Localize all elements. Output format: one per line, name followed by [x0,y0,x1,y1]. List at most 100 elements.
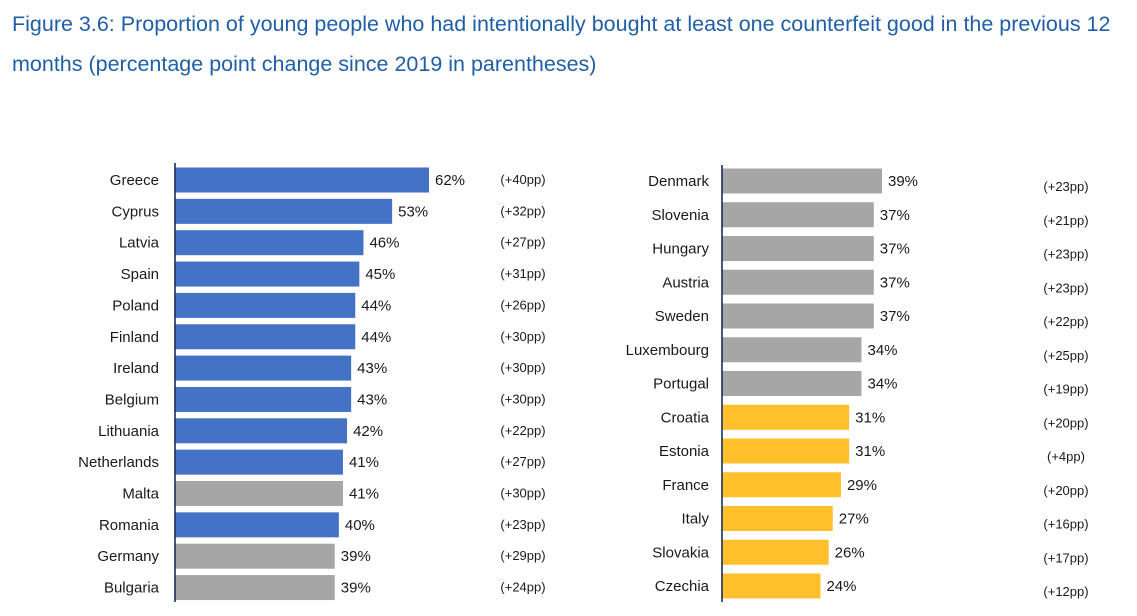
change-label: (+30pp) [500,391,545,406]
data-label: 34% [867,342,897,359]
data-label: 31% [855,443,885,460]
bar [175,481,343,506]
data-label: 41% [349,486,379,503]
change-label: (+19pp) [1043,382,1088,397]
data-label: 37% [880,274,910,291]
category-label: Romania [99,517,160,534]
data-label: 37% [880,308,910,325]
data-label: 62% [435,172,465,189]
bar [722,371,862,396]
category-label: Estonia [659,443,710,460]
bar [175,449,343,475]
change-label: (+40pp) [500,172,545,187]
bar [722,236,874,261]
category-label: Bulgaria [104,580,160,597]
bar [722,168,882,194]
data-label: 40% [345,517,375,534]
bar [175,543,335,569]
bar [175,230,364,256]
category-label: Cyprus [111,203,159,220]
bar [175,386,352,412]
bar [175,167,429,193]
category-label: Czechia [655,578,710,595]
change-label: (+20pp) [1043,483,1088,498]
bar [722,303,874,329]
category-label: Germany [97,548,159,565]
change-label: (+12pp) [1043,584,1088,599]
data-label: 45% [365,266,395,283]
change-label: (+23pp) [500,517,545,532]
bar [175,198,393,224]
change-label: (+30pp) [500,329,545,344]
data-label: 43% [357,391,387,408]
change-label: (+23pp) [1043,247,1088,262]
change-label: (+23pp) [1043,280,1088,295]
category-label: Belgium [105,391,159,408]
change-label: (+24pp) [500,580,545,595]
data-label: 39% [341,548,371,565]
change-label: (+21pp) [1043,213,1088,228]
change-label: (+32pp) [500,203,545,218]
data-label: 24% [826,578,856,595]
change-label: (+31pp) [500,266,545,281]
change-label: (+22pp) [500,423,545,438]
change-label: (+26pp) [500,297,545,312]
data-label: 53% [398,203,428,220]
bar [722,539,829,565]
change-label: (+25pp) [1043,348,1088,363]
change-label: (+30pp) [500,486,545,501]
data-label: 37% [880,241,910,258]
bar [722,506,833,531]
category-label: Latvia [119,235,160,252]
bar [175,292,356,318]
bar [722,202,874,228]
bar [175,261,360,287]
category-label: Spain [121,266,159,283]
data-label: 39% [888,173,918,190]
bar [175,575,335,601]
bar [722,438,850,464]
data-label: 39% [341,580,371,597]
bar [722,404,850,430]
change-label: (+4pp) [1047,449,1085,464]
figure-title: Figure 3.6: Proportion of young people w… [12,12,1111,76]
bar [722,269,874,295]
category-label: Netherlands [78,454,159,471]
category-label: Lithuania [98,423,160,440]
chart-panel-1: Greece 62% (+40pp) Cyprus 53% (+32pp) Latvia 46… [78,163,546,602]
category-label: Slovakia [652,544,709,561]
bar [175,355,352,381]
change-label: (+16pp) [1043,517,1088,532]
category-label: Italy [681,511,709,528]
category-label: Sweden [655,308,709,325]
category-label: Denmark [648,173,709,190]
data-label: 27% [839,511,869,528]
bar [175,324,356,350]
bar [175,418,348,444]
data-label: 44% [361,297,391,314]
data-label: 41% [349,454,379,471]
category-label: Croatia [661,409,710,426]
chart-panel-2: Denmark 39% (+23pp) Slovenia 37% (+21pp) Hunga… [626,165,1089,602]
category-label: Greece [110,172,159,189]
category-label: Hungary [652,241,709,258]
data-label: 46% [369,235,399,252]
change-label: (+23pp) [1043,179,1088,194]
category-label: Luxembourg [626,342,709,359]
change-label: (+22pp) [1043,314,1088,329]
change-label: (+17pp) [1043,550,1088,565]
change-label: (+30pp) [500,360,545,375]
category-label: Poland [112,297,159,314]
data-label: 37% [880,207,910,224]
category-label: Malta [122,486,159,503]
category-label: Slovenia [651,207,709,224]
data-label: 43% [357,360,387,377]
data-label: 26% [835,544,865,561]
category-label: Ireland [113,360,159,377]
change-label: (+29pp) [500,548,545,563]
data-label: 29% [847,477,877,494]
category-label: France [662,477,709,494]
data-label: 34% [867,376,897,393]
category-label: Finland [110,329,159,346]
